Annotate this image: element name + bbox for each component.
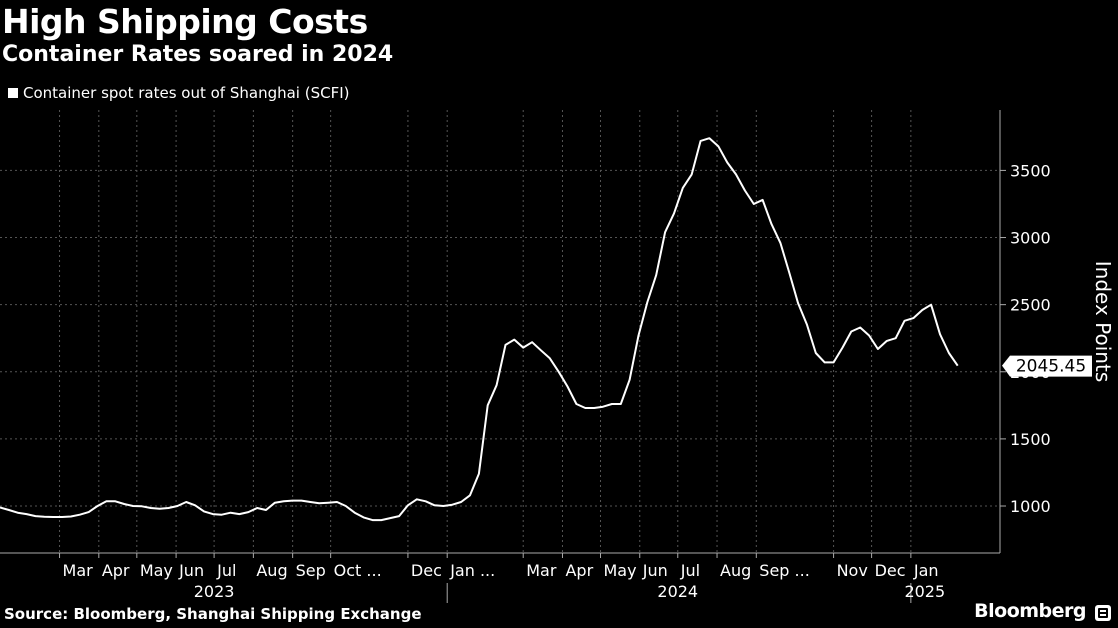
year-label: 2023 [194, 582, 235, 601]
last-value-label: 2045.45 [1016, 357, 1086, 377]
x-tick-label: Apr [565, 561, 593, 580]
x-axis: Mar Apr May Jun Jul Aug Sep Oct ... Dec Jan ... Ma… [0, 552, 1000, 603]
x-tick-label: Mar [526, 561, 557, 580]
x-tick-label: Dec [875, 561, 906, 580]
y-tick-label: 2500 [1010, 296, 1051, 315]
x-tick-label: Jul [216, 561, 236, 580]
legend-swatch [8, 88, 18, 98]
x-tick-label: May [140, 561, 173, 580]
y-axis-title: Index Points [1091, 261, 1115, 383]
grid-lines [0, 110, 1000, 553]
chart-title: High Shipping Costs [2, 2, 368, 41]
series-line [0, 137, 959, 522]
year-label: 2024 [657, 582, 698, 601]
source-note: Source: Bloomberg, Shanghai Shipping Exc… [4, 605, 422, 623]
x-tick-label: Jun [178, 561, 204, 580]
bloomberg-terminal-icon [1095, 605, 1111, 621]
legend-label: Container spot rates out of Shanghai (SC… [23, 84, 350, 102]
x-tick-label: Mar [63, 561, 94, 580]
x-tick-label: Apr [102, 561, 130, 580]
x-tick-label: Sep ... [759, 561, 810, 580]
x-tick-label: Dec [411, 561, 442, 580]
x-tick-label: Aug [256, 561, 287, 580]
x-tick-label: Nov [837, 561, 868, 580]
year-label: 2025 [904, 582, 945, 601]
y-tick-label: 1000 [1010, 497, 1051, 516]
x-tick-label: Aug [720, 561, 751, 580]
last-value-badge [1002, 355, 1092, 377]
x-tick-label: Sep [296, 561, 326, 580]
x-tick-label: Oct ... [334, 561, 382, 580]
x-tick-label: May [603, 561, 636, 580]
y-tick-label: 3000 [1010, 229, 1051, 248]
x-tick-label: Jun [642, 561, 668, 580]
chart-subtitle: Container Rates soared in 2024 [2, 42, 394, 67]
y-tick-label: 1500 [1010, 430, 1051, 449]
brand-logo: Bloomberg [974, 600, 1086, 622]
series-group [0, 137, 959, 522]
x-tick-label: Jan [913, 561, 939, 580]
legend: Container spot rates out of Shanghai (SC… [8, 84, 349, 102]
x-tick-label: Jul [680, 561, 700, 580]
y-axis-title-group: Index Points [1091, 261, 1115, 383]
x-tick-label: Jan ... [449, 561, 495, 580]
y-axis: 100015002000250030003500 [999, 110, 1051, 553]
y-tick-label: 3500 [1010, 161, 1051, 180]
last-value-callout: 2045.45 [1002, 355, 1092, 377]
